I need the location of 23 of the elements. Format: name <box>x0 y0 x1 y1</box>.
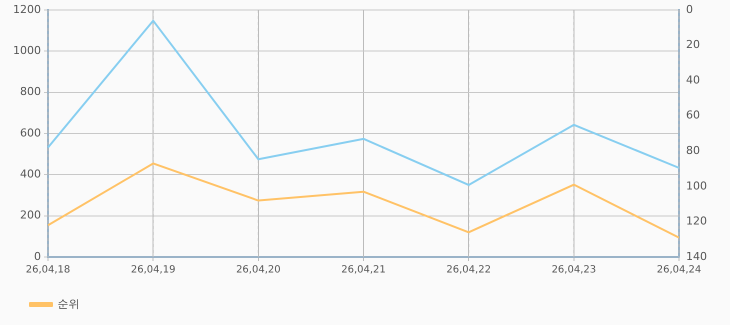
y2-tick-label: 60 <box>686 108 700 122</box>
y2-tick-label: 120 <box>686 214 708 228</box>
y-tick-label: 1200 <box>12 2 41 16</box>
y-tick-label: 200 <box>20 208 41 222</box>
y-tick-label: 0 <box>34 250 41 263</box>
y-tick-label: 800 <box>20 85 41 98</box>
x-tick-label: 26,04,21 <box>341 264 386 276</box>
y2-tick-label: 0 <box>686 2 694 16</box>
y2-tick-label: 100 <box>686 179 708 192</box>
y2-tick-label: 40 <box>686 73 700 86</box>
y-tick-label: 400 <box>20 168 41 181</box>
legend-label: 순위 <box>58 297 80 310</box>
y2-tick-label: 20 <box>686 38 700 52</box>
x-tick-label: 26,04,23 <box>552 264 596 276</box>
x-tick-label: 26,04,22 <box>446 264 491 276</box>
x-tick-label: 26,04,18 <box>26 264 70 276</box>
y2-tick-label: 80 <box>686 144 700 157</box>
y2-tick-label: 140 <box>686 250 708 263</box>
y-tick-label: 1000 <box>12 44 41 58</box>
x-tick-label: 26,04,20 <box>236 264 281 276</box>
x-tick-label: 26,04,24 <box>656 264 702 276</box>
x-tick-label: 26,04,19 <box>130 264 176 276</box>
y-tick-label: 600 <box>20 126 41 140</box>
